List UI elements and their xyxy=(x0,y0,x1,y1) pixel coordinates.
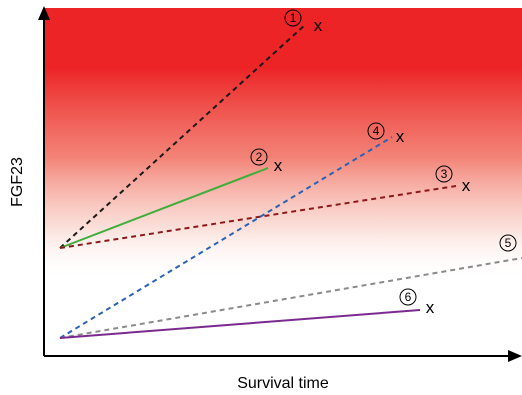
trajectory-2-label: 2 xyxy=(256,150,263,164)
risk-zone-gradient xyxy=(44,8,522,280)
trajectory-6-line xyxy=(59,309,421,339)
y-axis-arrow-icon xyxy=(38,6,50,20)
trajectory-5-label: 5 xyxy=(505,236,512,250)
trajectory-1-end-marker: x xyxy=(314,16,323,35)
trajectory-1-line xyxy=(59,23,307,249)
trajectory-1-label: 1 xyxy=(290,11,297,25)
trajectory-3-end-marker: x xyxy=(462,176,471,195)
trajectory-3-line xyxy=(59,185,457,249)
x-axis-title: Survival time xyxy=(237,375,329,392)
x-axis-arrow-icon xyxy=(508,350,522,362)
trajectory-3-label: 3 xyxy=(441,167,448,181)
trajectory-2-label-circle xyxy=(250,148,268,166)
trajectory-6-label: 6 xyxy=(405,290,412,304)
trajectory-6-label-circle xyxy=(399,288,417,306)
x-axis xyxy=(44,350,522,362)
trajectory-5-line xyxy=(59,257,522,339)
trajectory-2-end-marker: x xyxy=(274,156,283,175)
trajectory-5: 5 xyxy=(59,234,522,339)
trajectory-4-label-circle xyxy=(367,122,385,140)
trajectory-4-end-marker: x xyxy=(396,127,405,146)
trajectory-6: 6x xyxy=(59,288,435,339)
y-axis xyxy=(38,6,50,356)
trajectory-1-label-circle xyxy=(284,9,302,27)
y-axis-title: FGF23 xyxy=(9,157,26,207)
trajectory-3: 3x xyxy=(59,165,471,249)
trajectory-2-line xyxy=(59,167,269,249)
trajectory-4-line xyxy=(59,136,393,339)
trajectory-4-label: 4 xyxy=(373,124,380,138)
trajectory-3-label-circle xyxy=(435,165,453,183)
trajectory-5-label-circle xyxy=(499,234,517,252)
trajectory-6-end-marker: x xyxy=(426,298,435,317)
